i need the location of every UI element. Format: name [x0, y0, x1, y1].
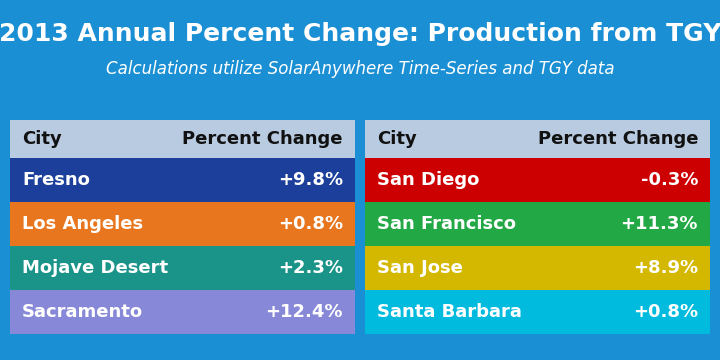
Text: Santa Barbara: Santa Barbara	[377, 303, 522, 321]
Text: +8.9%: +8.9%	[633, 259, 698, 277]
Text: Los Angeles: Los Angeles	[22, 215, 143, 233]
Bar	[10, 120, 355, 158]
Text: San Diego: San Diego	[377, 171, 480, 189]
Text: -0.3%: -0.3%	[641, 171, 698, 189]
Text: +2.3%: +2.3%	[278, 259, 343, 277]
Bar	[10, 290, 355, 334]
Text: +0.8%: +0.8%	[633, 303, 698, 321]
Text: San Jose: San Jose	[377, 259, 463, 277]
Text: San Francisco: San Francisco	[377, 215, 516, 233]
Text: +12.4%: +12.4%	[266, 303, 343, 321]
Bar	[365, 158, 710, 202]
Bar	[10, 158, 355, 202]
Text: Percent Change: Percent Change	[538, 130, 698, 148]
Bar	[365, 246, 710, 290]
Text: 2013 Annual Percent Change: Production from TGY: 2013 Annual Percent Change: Production f…	[0, 22, 720, 46]
Text: +9.8%: +9.8%	[278, 171, 343, 189]
Text: Mojave Desert: Mojave Desert	[22, 259, 168, 277]
Text: City: City	[22, 130, 62, 148]
Text: Calculations utilize SolarAnywhere Time-Series and TGY data: Calculations utilize SolarAnywhere Time-…	[106, 60, 614, 78]
Bar	[365, 120, 710, 158]
Bar	[10, 202, 355, 246]
Text: Sacramento: Sacramento	[22, 303, 143, 321]
Text: Percent Change: Percent Change	[182, 130, 343, 148]
Bar	[365, 202, 710, 246]
Bar	[10, 246, 355, 290]
Text: +11.3%: +11.3%	[621, 215, 698, 233]
Text: +0.8%: +0.8%	[278, 215, 343, 233]
Bar	[365, 290, 710, 334]
Text: City: City	[377, 130, 417, 148]
Text: Fresno: Fresno	[22, 171, 90, 189]
